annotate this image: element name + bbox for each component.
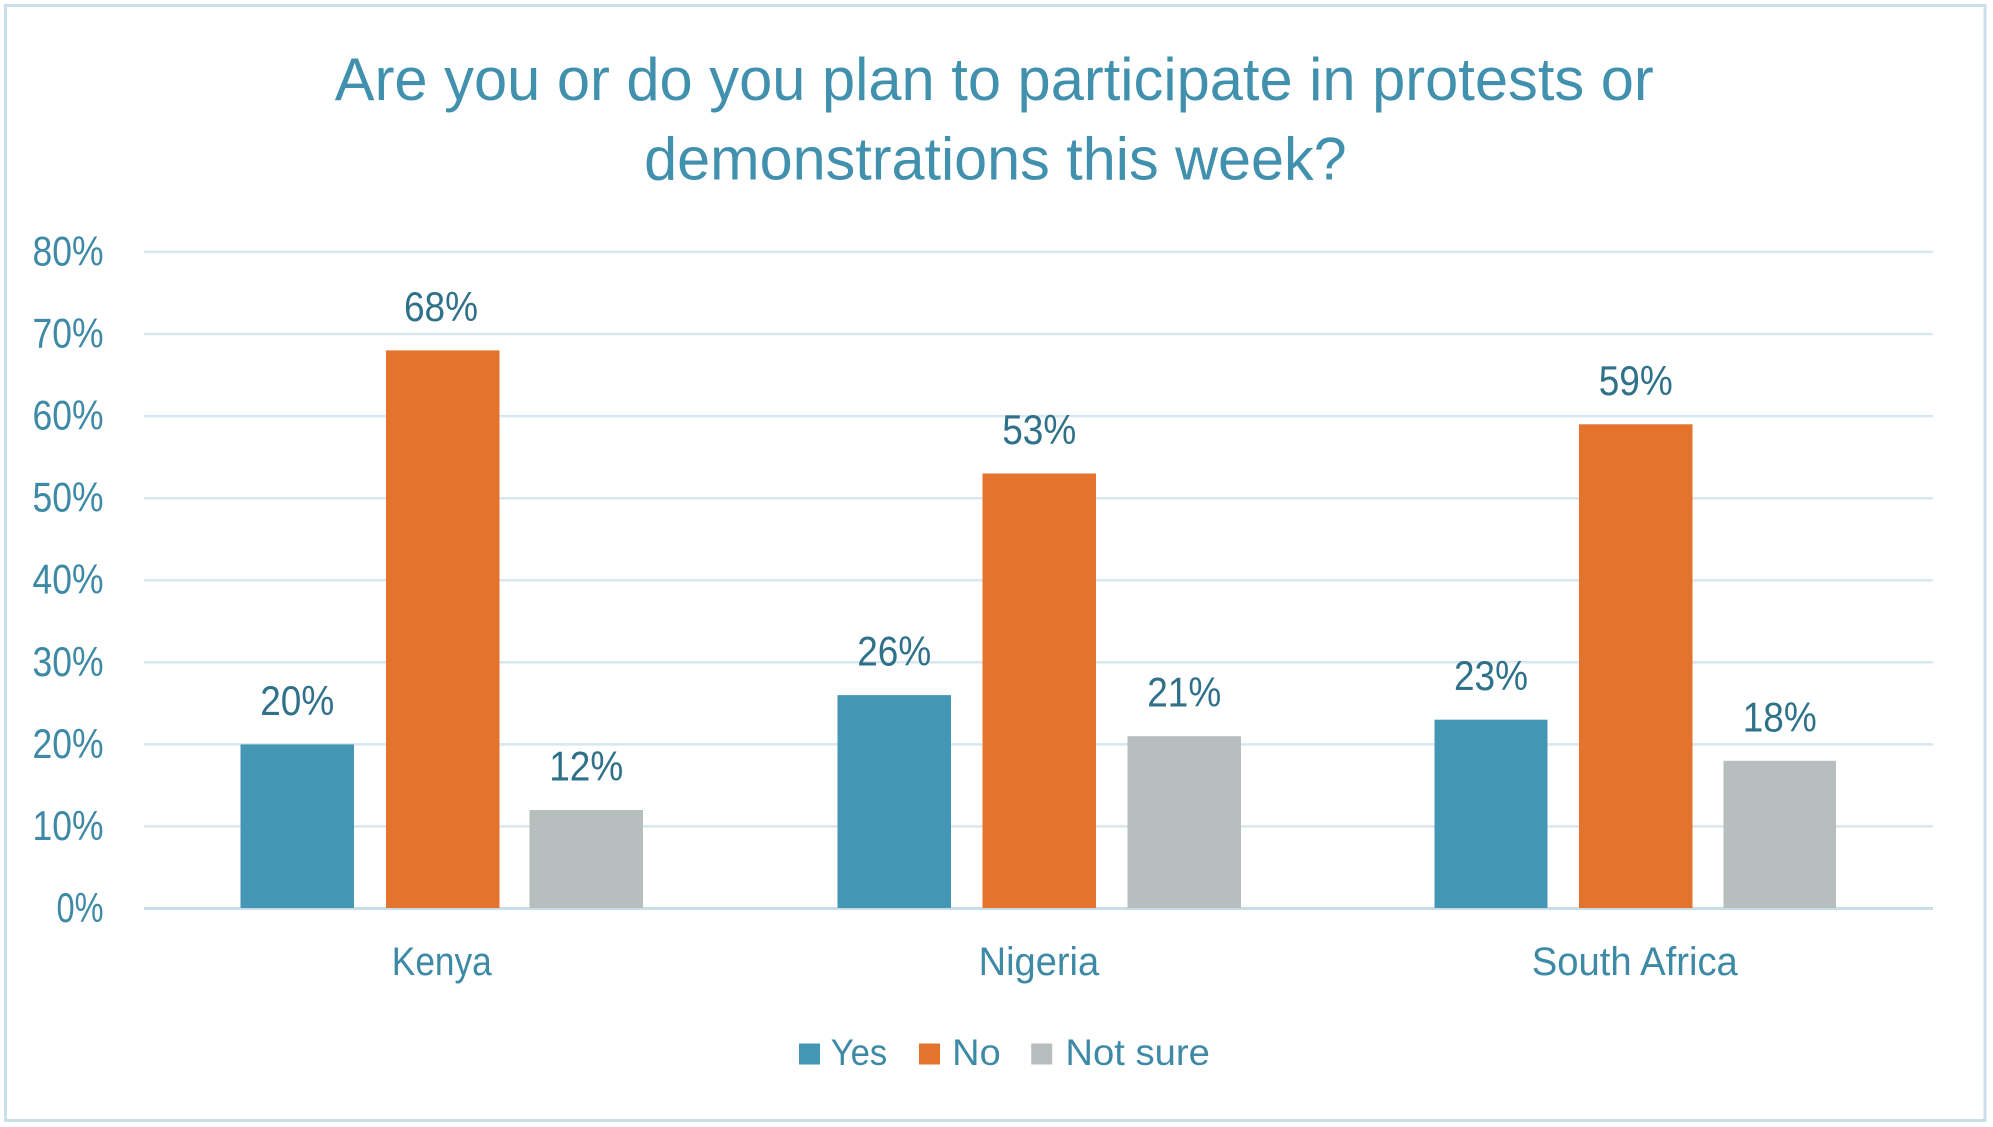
- svg-text:10%: 10%: [33, 802, 104, 849]
- svg-text:21%: 21%: [1147, 669, 1221, 716]
- svg-text:demonstrations this week?: demonstrations this week?: [644, 126, 1347, 193]
- svg-text:South Africa: South Africa: [1532, 940, 1739, 984]
- svg-text:59%: 59%: [1599, 357, 1673, 404]
- svg-text:80%: 80%: [33, 227, 104, 274]
- svg-text:20%: 20%: [33, 720, 104, 767]
- svg-text:12%: 12%: [549, 743, 623, 790]
- svg-text:Are you or do you plan to part: Are you or do you plan to participate in…: [335, 46, 1654, 113]
- svg-text:60%: 60%: [33, 392, 104, 439]
- svg-text:Nigeria: Nigeria: [979, 940, 1100, 984]
- svg-text:50%: 50%: [33, 474, 104, 521]
- svg-text:20%: 20%: [260, 677, 334, 724]
- svg-text:68%: 68%: [404, 283, 478, 330]
- svg-text:40%: 40%: [33, 556, 104, 603]
- svg-text:Yes: Yes: [831, 1032, 888, 1073]
- svg-text:18%: 18%: [1743, 693, 1817, 740]
- svg-text:30%: 30%: [33, 638, 104, 685]
- svg-text:No: No: [952, 1032, 1001, 1073]
- svg-text:53%: 53%: [1002, 406, 1076, 453]
- svg-text:0%: 0%: [57, 884, 104, 931]
- svg-text:26%: 26%: [857, 628, 931, 675]
- svg-text:Kenya: Kenya: [392, 940, 493, 984]
- svg-text:70%: 70%: [33, 310, 104, 357]
- svg-text:Not sure: Not sure: [1065, 1032, 1210, 1073]
- svg-text:23%: 23%: [1454, 652, 1528, 699]
